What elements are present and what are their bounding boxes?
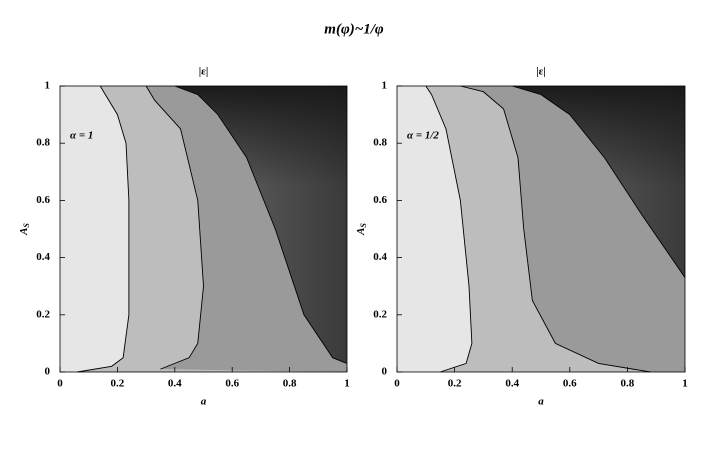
y-axis-label-sub: S xyxy=(359,223,368,228)
y-axis-label-sub: S xyxy=(22,223,31,228)
x-tick-label: 1 xyxy=(344,378,350,390)
y-tick-label: 0.2 xyxy=(373,308,387,320)
y-tick-label: 0.8 xyxy=(373,137,387,149)
contour-line xyxy=(145,85,204,370)
x-tick-label: 0.4 xyxy=(168,378,182,390)
panel-title: |ε| xyxy=(536,66,546,78)
y-tick-label: 0.4 xyxy=(36,251,50,263)
y-tick-label: 0.6 xyxy=(36,194,50,206)
y-tick-label: 0 xyxy=(45,366,51,378)
contour-fill xyxy=(60,86,347,372)
x-tick-label: 0.8 xyxy=(621,378,635,390)
contour-line xyxy=(460,85,651,373)
x-tick-label: 0.2 xyxy=(111,378,125,390)
annotation: α = 1/2 xyxy=(407,130,439,142)
contour-fill xyxy=(397,86,472,372)
x-tick-label: 0.4 xyxy=(505,378,519,390)
figure-title: m(φ)~1/φ xyxy=(324,21,384,37)
contour-line xyxy=(174,85,348,364)
plot-frame xyxy=(59,85,348,373)
y-tick-label: 0 xyxy=(382,366,388,378)
contour-line xyxy=(425,85,473,373)
panel-title: |ε| xyxy=(199,66,209,78)
y-tick-label: 1 xyxy=(382,80,388,92)
contour-line xyxy=(77,85,130,373)
x-tick-label: 0.6 xyxy=(563,378,577,390)
x-axis-label: a xyxy=(201,396,207,408)
x-axis-label: a xyxy=(538,396,544,408)
y-tick-label: 0.6 xyxy=(373,194,387,206)
y-axis-label-main: A xyxy=(18,228,30,236)
y-axis-label: AS xyxy=(355,223,368,236)
contour-fill xyxy=(60,86,129,372)
x-tick-label: 0.2 xyxy=(448,378,462,390)
contour-line xyxy=(512,85,686,278)
y-tick-label: 0.4 xyxy=(373,251,387,263)
x-tick-label: 0 xyxy=(394,378,400,390)
x-tick-label: 0 xyxy=(57,378,63,390)
annotation: α = 1 xyxy=(70,130,93,142)
y-tick-label: 1 xyxy=(45,80,51,92)
y-tick-label: 0.8 xyxy=(36,137,50,149)
y-tick-label: 0.2 xyxy=(36,308,50,320)
plot-frame xyxy=(396,85,686,373)
x-tick-label: 0.8 xyxy=(283,378,297,390)
x-tick-label: 0.6 xyxy=(225,378,239,390)
x-tick-label: 1 xyxy=(682,378,688,390)
y-axis-label: AS xyxy=(18,223,31,236)
y-axis-label-main: A xyxy=(355,228,367,236)
